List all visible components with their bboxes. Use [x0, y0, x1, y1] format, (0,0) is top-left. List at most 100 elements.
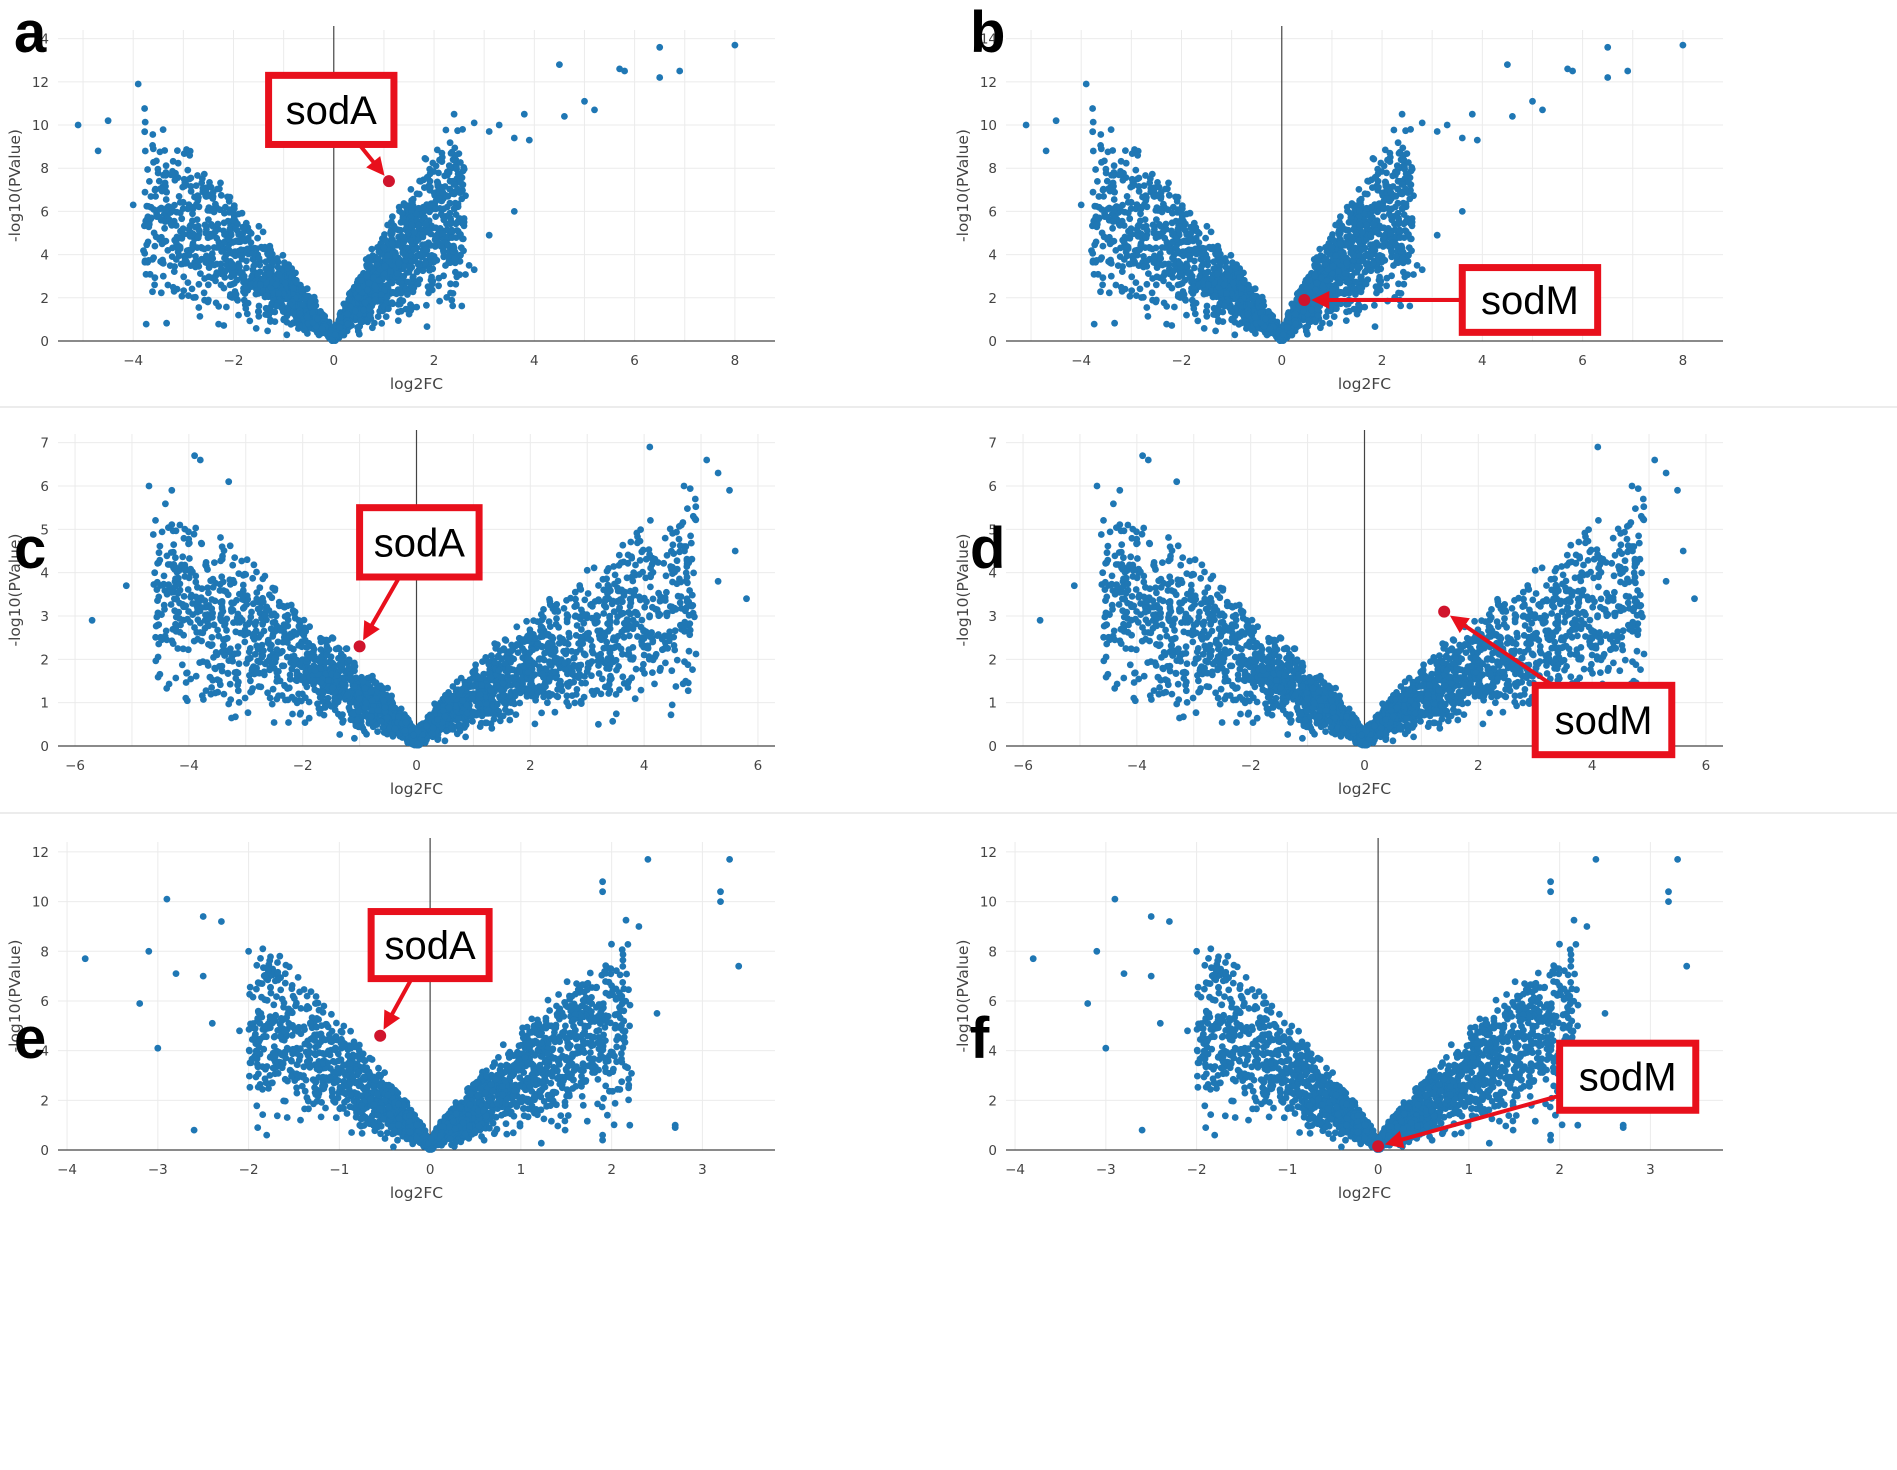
gridlines [58, 30, 775, 341]
data-point [656, 74, 664, 81]
data-point [229, 217, 237, 224]
data-point [188, 285, 196, 293]
x-tick-label: −4 [123, 353, 143, 369]
data-point [243, 257, 250, 265]
x-axis-title: log2FC [1338, 375, 1391, 393]
data-point [232, 291, 240, 298]
data-point [405, 310, 413, 318]
data-point [1293, 290, 1301, 298]
data-point [1100, 233, 1108, 241]
data-point [318, 325, 326, 333]
volcano-plot-a: −4 −2 0 2 4 6 802468101214log2FC-log10(PValue)… [6, 26, 775, 393]
data-point [157, 289, 165, 297]
data-point [226, 225, 234, 233]
data-point [1217, 259, 1225, 267]
data-point [591, 106, 598, 114]
data-point [336, 324, 343, 331]
data-point [149, 145, 157, 153]
data-point [1169, 254, 1176, 262]
data-point [296, 310, 304, 318]
data-point [1110, 196, 1118, 203]
data-point [175, 193, 183, 200]
data-point [450, 190, 458, 198]
data-point [262, 304, 270, 312]
data-point [207, 183, 215, 191]
data-point [229, 270, 236, 277]
data-point [310, 293, 318, 301]
data-point [381, 231, 388, 238]
data-point [355, 330, 363, 338]
data-point [452, 220, 460, 228]
data-point [390, 222, 398, 230]
data-point [1175, 291, 1182, 298]
data-point [1211, 292, 1219, 300]
data-point [1122, 147, 1129, 155]
y-tick-label: 10 [980, 118, 997, 134]
data-point [174, 159, 182, 167]
data-point [215, 320, 223, 328]
data-point [1118, 268, 1126, 275]
data-point [373, 260, 381, 268]
data-point [281, 279, 289, 287]
y-tick-label: 2 [40, 291, 49, 307]
data-point [357, 277, 365, 284]
data-point [209, 189, 217, 196]
data-point [1098, 158, 1105, 166]
data-point [169, 244, 176, 252]
data-point [1396, 234, 1404, 242]
data-point [448, 296, 456, 304]
data-point [1400, 220, 1408, 228]
data-point [439, 188, 447, 196]
y-tick-label: 14 [32, 32, 49, 48]
data-points [74, 41, 739, 344]
data-point [415, 221, 422, 229]
data-point [1149, 221, 1157, 229]
data-point [432, 205, 440, 213]
data-point [378, 320, 386, 327]
x-tick-label: −4 [1071, 353, 1091, 369]
data-point [194, 172, 201, 179]
data-point [303, 313, 311, 321]
data-point [252, 325, 260, 332]
data-point [162, 196, 170, 203]
data-point [163, 319, 171, 327]
data-point [171, 263, 179, 270]
x-tick-label: 4 [1478, 353, 1487, 369]
data-point [1371, 323, 1379, 330]
data-point [255, 308, 263, 315]
data-point [185, 292, 192, 299]
data-point [421, 213, 428, 221]
data-point [201, 221, 209, 229]
data-point [134, 80, 142, 88]
data-point [447, 215, 454, 222]
data-point [179, 225, 187, 233]
data-point [141, 258, 149, 266]
data-point [149, 288, 156, 296]
data-point [378, 291, 385, 298]
data-point [380, 270, 388, 278]
data-point [194, 234, 202, 242]
data-point [1128, 273, 1136, 281]
data-point [382, 313, 390, 320]
data-point [1345, 226, 1352, 234]
data-point [237, 246, 245, 254]
data-point [462, 271, 469, 278]
data-point [442, 262, 449, 269]
data-point [460, 247, 467, 255]
data-point [192, 263, 199, 271]
data-point [213, 269, 221, 276]
data-point [384, 252, 391, 259]
data-point [1132, 279, 1140, 286]
data-point [1406, 302, 1414, 310]
data-point [171, 176, 179, 184]
data-point [205, 296, 212, 304]
data-point [432, 213, 439, 221]
data-point [1089, 147, 1097, 155]
data-point [452, 280, 460, 288]
data-point [1207, 275, 1215, 282]
data-point [1401, 163, 1408, 171]
data-point [1356, 197, 1363, 204]
data-point [1093, 203, 1100, 210]
data-point [381, 236, 389, 244]
data-point [1178, 280, 1186, 287]
